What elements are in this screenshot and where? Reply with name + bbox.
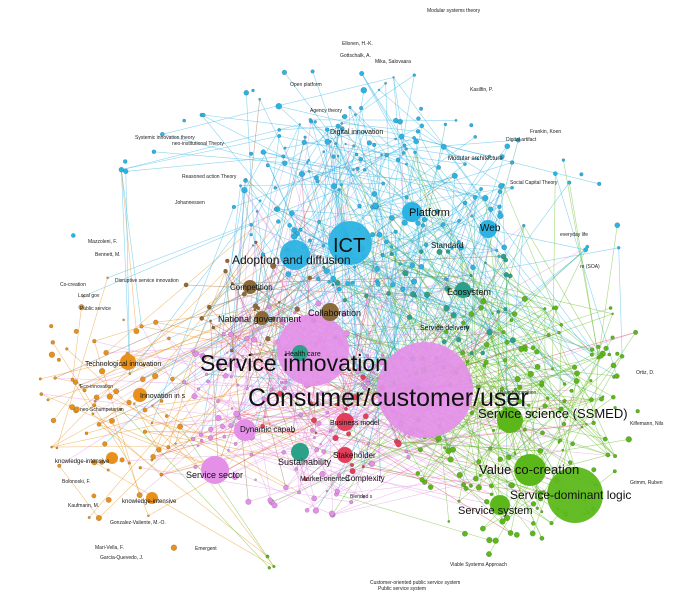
node-innovation-is[interactable]: [133, 388, 147, 402]
node-value-cocreation[interactable]: [514, 454, 546, 486]
label-local-gov: Local gov: [78, 293, 100, 299]
label-complexity: Complexity: [345, 474, 385, 483]
label-collaboration: Collaboration: [308, 308, 361, 318]
label-author-o: Ortiz, D.: [636, 370, 654, 376]
label-author-j: Mari-Vella, F.: [95, 545, 124, 551]
label-national-gov: National government: [218, 314, 302, 324]
node-stakeholder[interactable]: [337, 447, 353, 463]
label-platform: Platform: [409, 207, 450, 219]
label-standard: Standard: [431, 241, 463, 250]
label-service-science: Service science (SSMED): [478, 406, 628, 421]
node-sustainability[interactable]: [291, 443, 309, 461]
label-digital-artifact: Digital artifact: [506, 137, 537, 143]
label-author-p: Kaufmann, M.: [68, 503, 99, 509]
label-tech-innovation: Technological innovation: [85, 361, 161, 368]
label-viable: Viable Systems Approach: [450, 562, 507, 568]
label-eco-innovation: Eco-innovation: [80, 384, 113, 390]
node-consumer[interactable]: [377, 342, 473, 438]
label-public-service: Public service: [80, 306, 111, 312]
label-customer-oriented: Customer-oriented public service system: [370, 580, 460, 586]
label-open-platform: Open platform: [290, 82, 322, 88]
node-collaboration[interactable]: [321, 303, 339, 321]
node-web[interactable]: [479, 220, 497, 238]
label-author-l: Bolonoski, F.: [62, 479, 90, 485]
label-emergent: Emergent: [195, 546, 217, 552]
label-web: Web: [480, 223, 501, 234]
node-service-science[interactable]: [497, 407, 523, 433]
label-agency: Agency theory: [310, 108, 342, 114]
node-knowledge2[interactable]: [146, 492, 158, 504]
label-author-f: Johannessen: [175, 200, 205, 206]
node-ecosystem[interactable]: [455, 282, 471, 298]
label-market-oriented: Market-oriented: [300, 476, 349, 483]
node-sdl[interactable]: [547, 467, 603, 523]
label-co-creation: Co-creation: [60, 282, 86, 288]
label-modular-systems: Modular systems theory: [427, 8, 481, 14]
label-disruptive: Disruptive service innovation: [115, 278, 179, 284]
label-dynamic: Dynamic capab: [240, 425, 296, 434]
label-author-b: Gottschalk, A.: [340, 53, 371, 59]
label-service-delivery: Service delivery: [420, 325, 470, 332]
label-soa: re (SOA): [580, 264, 600, 270]
label-reasoned: Reasoned action Theory: [182, 174, 237, 180]
label-sustainability: Sustainability: [278, 457, 332, 467]
label-knowledge2: knowledge-intensive: [122, 499, 177, 505]
label-author-g: Frankin, Koen: [530, 129, 561, 135]
label-author-c: Mika, Salovaara: [375, 59, 411, 65]
node-service-system[interactable]: [490, 495, 510, 515]
label-author-k: Garcia-Quevedo, J.: [100, 555, 143, 561]
label-author-e: Bennett, M.: [95, 252, 121, 258]
label-knowledge1: knowledge-intensive: [55, 459, 110, 465]
label-author-n: Kilfemann, Nils: [630, 421, 664, 427]
label-everyday: everyday life: [560, 232, 588, 238]
label-adoption: Adoption and diffusion: [232, 253, 351, 267]
label-consumer: Consumer/customer/user: [248, 384, 529, 412]
node-business-model[interactable]: [336, 413, 354, 431]
label-modular-architecture: Modular architecture: [448, 156, 503, 162]
node-national-gov[interactable]: [255, 311, 269, 325]
label-sdl: Service-dominant logic: [510, 488, 631, 502]
node-platform[interactable]: [402, 202, 422, 222]
label-value-proposition: Value proposition: [498, 390, 536, 396]
label-neo-institutional: neo-institutional Theory: [172, 141, 224, 147]
node-knowledge1[interactable]: [106, 452, 118, 464]
node-layer: [38, 69, 640, 570]
label-author-d: Mazzoleni, F.: [88, 239, 117, 245]
label-social-capital: Social Capital Theory: [510, 180, 558, 186]
label-service-innovation: Service innovation: [200, 350, 388, 376]
label-systemic: Systemic innovation theory: [135, 135, 195, 141]
label-author-a: Ellonen, H.-K.: [342, 41, 373, 47]
label-ecosystem: Ecosystem: [447, 287, 491, 297]
label-value-cocreation: Value co-creation: [479, 462, 579, 477]
label-health: Health care: [285, 351, 321, 358]
label-business-model: Business model: [330, 420, 380, 427]
node-dynamic[interactable]: [234, 419, 256, 441]
node-tech-innovation[interactable]: [120, 354, 136, 370]
label-layer: Consumer/customer/user Service innovatio…: [55, 8, 664, 592]
label-service-system: Service system: [458, 505, 533, 517]
label-neo-schumpeterian: neo-Schumpeterian: [80, 407, 124, 413]
label-innovation-is: Innovation in s: [140, 393, 186, 400]
label-author-m: Grimm, Ruben: [630, 480, 663, 486]
node-ict[interactable]: [328, 221, 372, 265]
label-ict: ICT: [333, 235, 365, 257]
label-blended: Blended s: [350, 494, 373, 500]
label-competition: Competition: [230, 283, 273, 292]
label-stakeholder: Stakeholder: [333, 451, 376, 460]
label-service-sector: Service sector: [186, 470, 243, 480]
node-adoption[interactable]: [280, 240, 310, 270]
hub-nodes: [106, 202, 603, 523]
node-health[interactable]: [292, 345, 308, 361]
label-author-h: Kasilfin, P.: [470, 87, 493, 93]
node-service-sector[interactable]: [201, 456, 229, 484]
label-author-i: Gonzalez-Valiente, M.-O.: [110, 520, 166, 526]
label-public-service-sys: Public service system: [378, 586, 426, 592]
node-service-innovation[interactable]: [277, 314, 349, 386]
label-digital-innovation: Digital innovation: [330, 129, 383, 136]
node-competition[interactable]: [243, 280, 257, 294]
